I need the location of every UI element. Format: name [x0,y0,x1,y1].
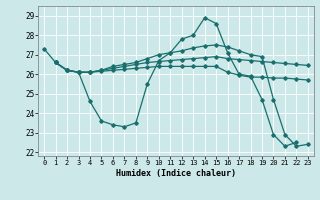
X-axis label: Humidex (Indice chaleur): Humidex (Indice chaleur) [116,169,236,178]
